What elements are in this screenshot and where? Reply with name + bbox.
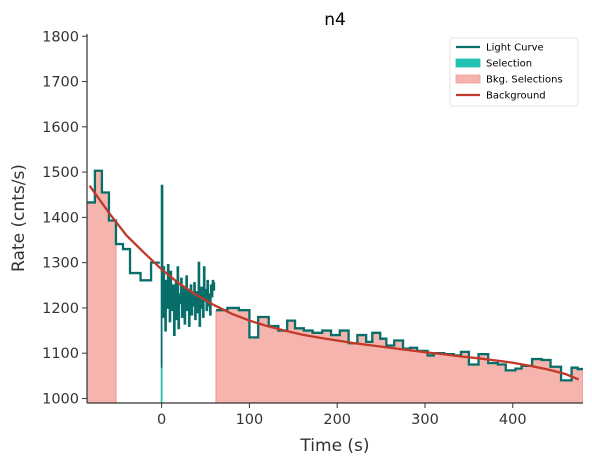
x-tick-label: 100 — [236, 412, 264, 428]
background-model-line — [88, 185, 580, 381]
legend-swatch-patch — [455, 74, 481, 84]
x-tick-label: 300 — [411, 412, 439, 428]
legend-label: Bkg. Selections — [486, 75, 563, 86]
y-tick-label: 1400 — [42, 210, 79, 226]
x-tick-label: 200 — [323, 412, 351, 428]
light-curve-pre — [87, 169, 160, 282]
x-axis-label: Time (s) — [299, 436, 369, 456]
y-axis-label: Rate (cnts/s) — [9, 164, 29, 272]
chart-title: n4 — [324, 10, 346, 30]
y-tick-label: 1700 — [42, 75, 79, 91]
x-tick-label: 0 — [157, 412, 166, 428]
y-tick-label: 1100 — [42, 346, 79, 362]
selection-region — [160, 366, 163, 403]
legend-label: Light Curve — [486, 43, 544, 54]
y-tick-label: 1600 — [42, 120, 79, 136]
axes: 1000 1100 1200 1300 1400 1500 1600 1700 1800 0 100… — [42, 29, 583, 428]
legend: Light Curve Selection Bkg. Selections Backg… — [449, 37, 579, 107]
light-curve-fine — [160, 184, 216, 368]
legend-label: Selection — [486, 59, 532, 70]
y-tick-label: 1300 — [42, 256, 79, 272]
x-tick-label: 400 — [499, 412, 527, 428]
y-tick-label: 1800 — [42, 29, 79, 45]
bkg-selection-region — [216, 307, 583, 403]
legend-swatch-patch — [455, 58, 481, 68]
y-tick-label: 1500 — [42, 165, 79, 181]
legend-box — [449, 37, 579, 107]
y-tick-label: 1200 — [42, 301, 79, 317]
legend-label: Background — [486, 91, 546, 102]
y-tick-label: 1000 — [42, 391, 79, 407]
plot-area — [87, 169, 583, 403]
bkg-selection-region — [87, 170, 116, 403]
